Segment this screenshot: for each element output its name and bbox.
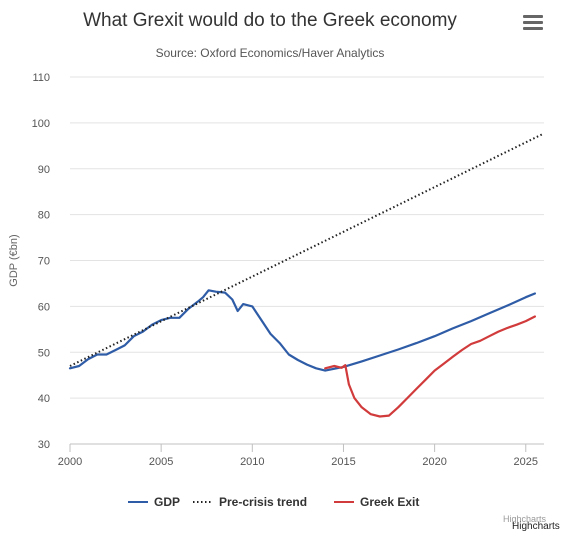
y-axis-label: GDP (€bn) (8, 234, 20, 286)
x-tick-label: 2020 (422, 456, 446, 468)
y-tick-label: 50 (38, 347, 50, 359)
y-tick-label: 60 (38, 301, 50, 313)
series-line-gdp (68, 289, 536, 372)
y-tick-label: 90 (38, 164, 50, 176)
y-tick-label: 30 (38, 439, 50, 451)
y-tick-label: 40 (38, 393, 50, 405)
chart-subtitle: Source: Oxford Economics/Haver Analytics (155, 46, 385, 60)
series-line-greek-exit (324, 315, 536, 418)
x-tick-label: 2000 (58, 456, 82, 468)
x-tick-label: 2015 (331, 456, 355, 468)
legend-item[interactable]: GDP (154, 495, 180, 509)
legend-item[interactable]: Greek Exit (360, 495, 419, 509)
series-line-pre-crisis-trend (69, 133, 543, 367)
y-tick-label: 80 (38, 210, 50, 222)
highcharts-credit[interactable]: Highcharts (512, 521, 560, 532)
y-tick-label: 110 (32, 72, 50, 84)
x-tick-label: 2010 (240, 456, 264, 468)
hamburger-menu-icon[interactable] (523, 15, 543, 32)
chart-title: What Grexit would do to the Greek econom… (83, 10, 457, 31)
legend-item[interactable]: Pre-crisis trend (219, 495, 307, 509)
x-tick-label: 2005 (149, 456, 173, 468)
x-tick-label: 2025 (514, 456, 538, 468)
highcharts-credit-faint: Highcharts (503, 514, 547, 524)
y-tick-label: 70 (38, 256, 50, 268)
y-tick-label: 100 (32, 118, 50, 130)
